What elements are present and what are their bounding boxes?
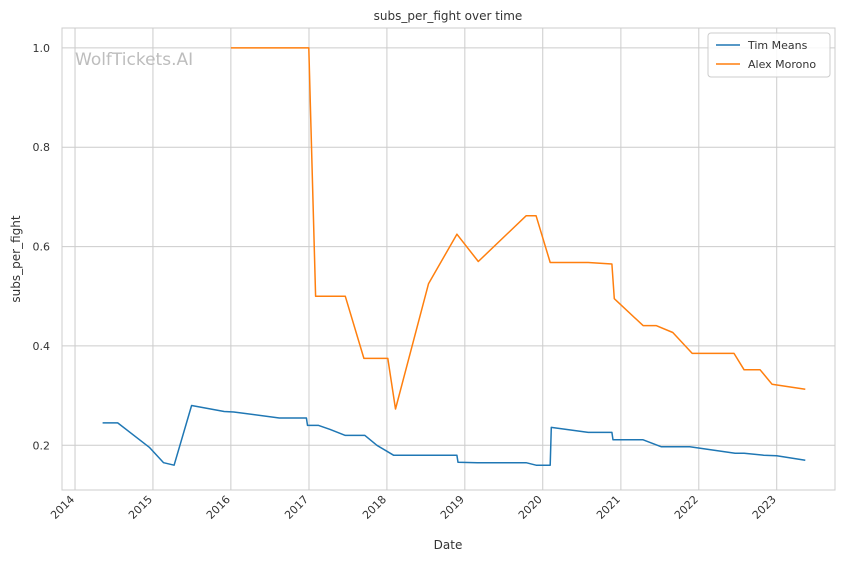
series-lines bbox=[102, 47, 806, 466]
y-tick-label: 0.2 bbox=[33, 439, 51, 452]
chart-title: subs_per_fight over time bbox=[374, 9, 523, 23]
y-axis-title: subs_per_fight bbox=[9, 215, 23, 302]
grid bbox=[62, 28, 835, 490]
plot-frame bbox=[61, 27, 836, 491]
legend-box bbox=[707, 32, 831, 78]
x-axis-title: Date bbox=[434, 538, 463, 552]
y-tick-label: 1.0 bbox=[33, 42, 51, 55]
legend-label-tim-means: Tim Means bbox=[747, 39, 808, 52]
legend-label-alex-morono: Alex Morono bbox=[748, 58, 816, 71]
series-line-tim-means bbox=[102, 404, 806, 466]
y-tick-label: 0.8 bbox=[33, 141, 51, 154]
legend: Tim Means Alex Morono bbox=[707, 32, 831, 78]
series-line-alex-morono bbox=[230, 47, 806, 410]
watermark-text: WolfTickets.AI bbox=[75, 50, 193, 70]
y-tick-label: 0.6 bbox=[33, 241, 51, 254]
y-tick-label: 0.4 bbox=[33, 340, 51, 353]
plot-area bbox=[62, 28, 835, 490]
